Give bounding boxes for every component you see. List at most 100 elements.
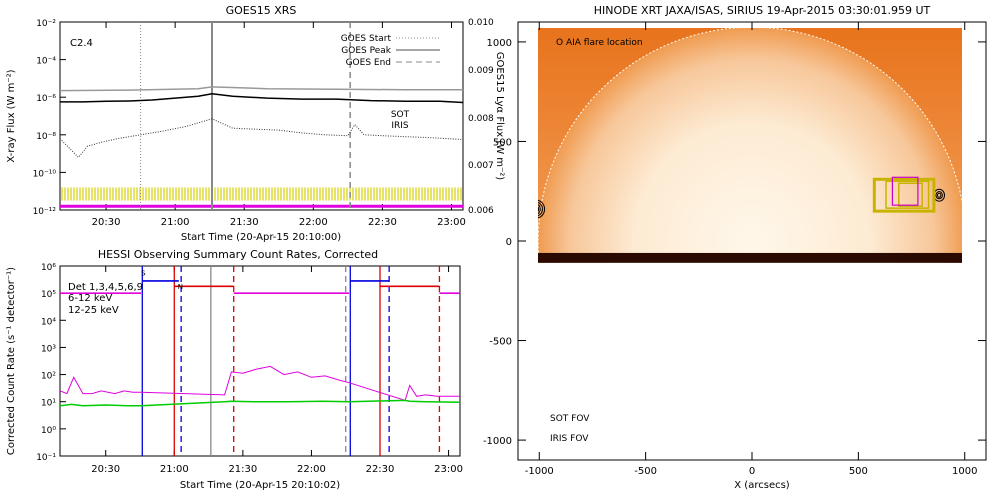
goes-y-right-tick-label: 0.008: [468, 114, 494, 124]
goes-y-tick-label: 10⁻¹⁰: [33, 169, 57, 179]
xrt-y-tick-label: 1000: [487, 38, 512, 49]
goes-class-label: C2.4: [70, 38, 93, 49]
xrt-sot-inner-box: [885, 180, 930, 209]
xrt-title: HINODE XRT JAXA/ISAS, SIRIUS 19-Apr-2015…: [594, 4, 931, 17]
goes-y-right-tick-label: 0.010: [468, 18, 494, 28]
hessi-vlines: [141, 266, 441, 456]
xrt-x-axis-label: X (arcsecs): [734, 480, 790, 491]
goes-plot-frame: [59, 21, 464, 211]
goes-y-right-tick-label: 0.006: [468, 206, 494, 216]
hessi-flag-letter: N: [178, 283, 183, 291]
goes-y-ticks: 10⁻¹² 10⁻¹⁰ 10⁻⁸ 10⁻⁶ 10⁻⁴ 10⁻²: [33, 19, 66, 217]
hessi-x-tick-label: 22:00: [297, 464, 326, 475]
goes-panel: GOES15 XRS 20:30 21:00 21:30 22:00 22:30…: [6, 4, 505, 243]
goes-y-tick-label: 10⁻⁴: [36, 57, 56, 67]
xrt-contour: [538, 206, 540, 212]
xrt-x-tick-label: 500: [849, 466, 868, 477]
hessi-y-ticks: 10⁻¹ 10⁰ 10¹ 10² 10³ 10⁴ 10⁵ 10⁶: [36, 263, 66, 463]
hessi-title: HESSI Observing Summary Count Rates, Cor…: [98, 248, 378, 261]
xrt-sot-inner-boxes: [885, 180, 930, 209]
hessi-x-tick-label: 20:30: [91, 464, 120, 475]
hessi-legend-label: 12-25 keV: [68, 305, 119, 316]
hessi-plot-area: S N: [60, 266, 460, 456]
goes-legend-label: GOES Start: [341, 34, 392, 44]
hessi-x-tick-label: 23:00: [434, 464, 463, 475]
hessi-legend: Det 1,3,4,5,6,9 6-12 keV 12-25 keV: [68, 282, 143, 316]
hessi-legend-label: Det 1,3,4,5,6,9: [68, 282, 143, 293]
xrt-iris-fov-label: IRIS FOV: [550, 434, 589, 444]
goes-x-tick-labels: 20:30 21:00 21:30 22:00 22:30 23:00: [92, 217, 466, 228]
goes-plot-area: [60, 22, 463, 210]
goes-series-long: [60, 93, 463, 104]
hessi-y-tick-label: 10²: [41, 372, 56, 382]
goes-sot-band: [61, 187, 462, 201]
xrt-contour: [538, 199, 546, 219]
xrt-x-tick-label: -1000: [525, 466, 554, 477]
xrt-x-tick-labels: -1000 -500 0 500 1000: [525, 466, 978, 477]
xrt-x-tick-label: 0: [749, 466, 755, 477]
goes-x-tick-label: 20:30: [92, 217, 121, 228]
goes-y-right-tick-label: 0.009: [468, 66, 494, 76]
hessi-series-6-12kev: [60, 365, 460, 402]
hessi-x-axis-label: Start Time (20-Apr-15 20:10:02): [180, 480, 340, 491]
goes-x-tick-label: 21:30: [230, 217, 259, 228]
hessi-y-tick-label: 10³: [41, 344, 56, 354]
hessi-x-tick-label: 21:30: [228, 464, 257, 475]
xrt-contour: [936, 192, 942, 198]
xrt-contour: [538, 201, 543, 217]
xrt-flare-location-label: O AIA flare location: [556, 38, 643, 48]
hessi-flag-letter: S: [141, 270, 146, 278]
goes-y-tick-label: 10⁻⁸: [36, 132, 56, 142]
goes-legend-label: GOES End: [346, 58, 391, 68]
hessi-x-tick-label: 21:00: [160, 464, 189, 475]
hessi-y-tick-label: 10⁶: [41, 263, 56, 273]
goes-x-tick-label: 22:00: [299, 217, 328, 228]
hessi-plot-frame: [59, 265, 461, 457]
hessi-y-tick-label: 10⁵: [41, 290, 56, 300]
xrt-y-tick-labels: -1000 -500 0 500 1000: [483, 38, 512, 447]
goes-y-right-tick-labels: 0.006 0.007 0.008 0.009 0.010: [468, 18, 494, 216]
goes-iris-label: IRIS: [391, 121, 409, 131]
xrt-iris-fov-box: [891, 176, 919, 206]
xrt-y-tick-label: 500: [493, 137, 512, 148]
goes-y-right-tick-label: 0.007: [468, 161, 494, 171]
hessi-x-tick-label: 22:30: [366, 464, 395, 475]
hessi-y-axis-label: Corrected Count Rate (s⁻¹ detector⁻¹): [6, 267, 17, 455]
hessi-y-tick-label: 10⁰: [41, 426, 56, 436]
goes-series-short: [60, 118, 463, 159]
goes-title: GOES15 XRS: [226, 4, 297, 17]
xrt-y-ticks: [518, 41, 986, 441]
xrt-contour: [935, 191, 943, 200]
goes-y-tick-label: 10⁻²: [36, 19, 56, 29]
xrt-sot-fov-label: SOT FOV: [550, 414, 590, 424]
hessi-x-ticks: [105, 266, 450, 456]
xrt-y-tick-label: -500: [489, 337, 512, 348]
xrt-y-tick-label: 0: [506, 237, 512, 248]
hessi-series-12-25kev: [60, 399, 460, 407]
xrt-x-ticks: [538, 22, 966, 460]
xrt-x-tick-label: 1000: [952, 466, 977, 477]
xrt-image-bottom-strip: [538, 252, 962, 263]
goes-y-tick-label: 10⁻⁶: [36, 94, 56, 104]
goes-y-axis-label: X-ray Flux (W m⁻²): [6, 69, 17, 162]
goes-x-axis-label: Start Time (20-Apr-15 20:10:00): [181, 232, 341, 243]
goes-legend: GOES Start GOES Peak GOES End SOT IRIS: [341, 34, 440, 131]
goes-x-tick-label: 23:00: [437, 217, 466, 228]
xrt-sot-inner-box: [898, 182, 923, 207]
xrt-image: O AIA flare location: [538, 28, 962, 263]
xrt-contour: [538, 204, 541, 215]
goes-sot-label: SOT: [391, 110, 410, 120]
hessi-y-tick-label: 10¹: [41, 399, 56, 409]
xrt-solar-disk: [538, 28, 962, 263]
goes-x-tick-label: 21:00: [161, 217, 190, 228]
goes-y-tick-label: 10⁻¹²: [33, 207, 57, 217]
xrt-y-tick-label: -1000: [483, 436, 512, 447]
goes-y-right-axis-label: GOES15 Lyα Flux (W m⁻²): [494, 52, 505, 180]
goes-legend-label: GOES Peak: [341, 46, 391, 56]
xrt-panel: HINODE XRT JAXA/ISAS, SIRIUS 19-Apr-2015…: [483, 4, 987, 491]
hessi-y-tick-label: 10⁻¹: [36, 453, 56, 463]
goes-x-tick-label: 22:30: [368, 217, 397, 228]
xrt-contours-west: [538, 199, 546, 219]
hessi-x-tick-labels: 20:30 21:00 21:30 22:00 22:30 23:00: [91, 464, 463, 475]
